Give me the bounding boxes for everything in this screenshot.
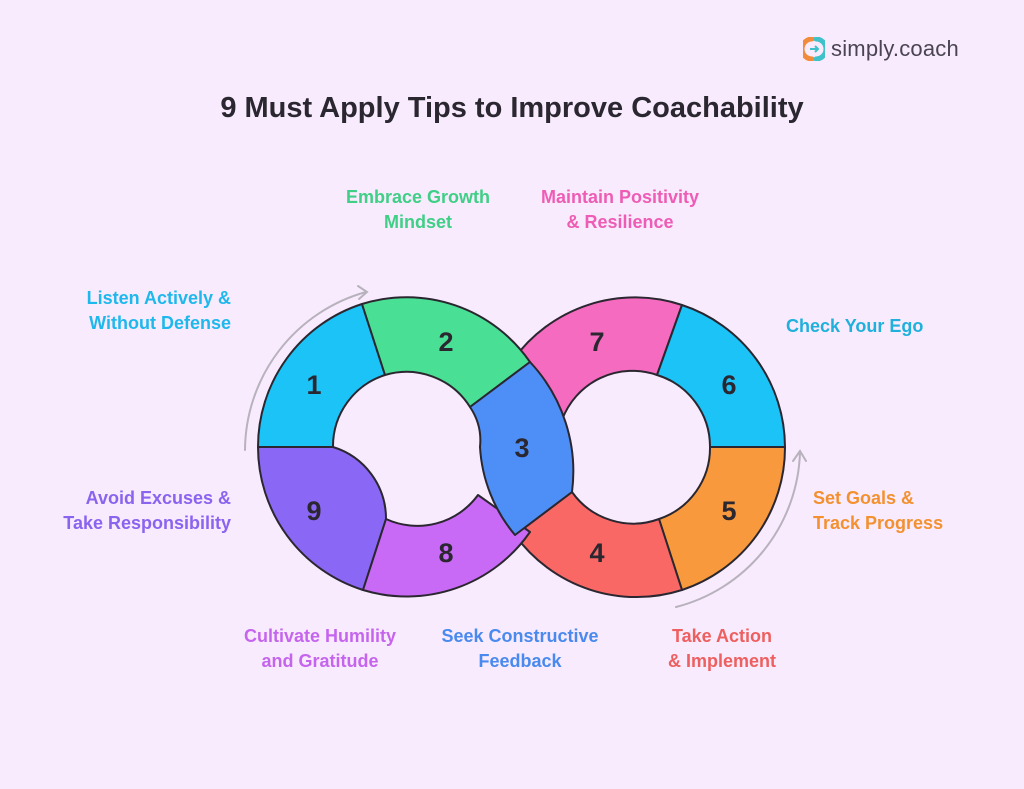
tip-label-6: Check Your Ego bbox=[786, 314, 986, 339]
segment-1 bbox=[256, 303, 386, 448]
tip-label-2: Embrace Growth Mindset bbox=[318, 185, 518, 235]
segment-4-number: 4 bbox=[589, 538, 604, 568]
segment-3-number: 3 bbox=[514, 433, 529, 463]
tip-label-4: Take Action & Implement bbox=[622, 624, 822, 674]
tip-8-line2: and Gratitude bbox=[261, 651, 379, 671]
tip-5-line2: Track Progress bbox=[813, 513, 944, 533]
tip-2-line2: Mindset bbox=[383, 212, 452, 232]
segment-9 bbox=[257, 446, 388, 591]
tip-5-line1: Set Goals & bbox=[813, 488, 915, 508]
page-title: 9 Must Apply Tips to Improve Coachabilit… bbox=[220, 92, 804, 124]
tip-9-line2: Take Responsibility bbox=[63, 513, 231, 533]
right-loop-arrow-head-icon bbox=[792, 449, 807, 462]
tip-label-1: Listen Actively & Without Defense bbox=[30, 286, 231, 336]
segment-1-number: 1 bbox=[306, 370, 321, 400]
segment-6-number: 6 bbox=[721, 370, 736, 400]
segment-5 bbox=[658, 446, 787, 591]
left-loop-arrow-head-icon bbox=[357, 285, 369, 300]
tip-label-8: Cultivate Humility and Gratitude bbox=[220, 624, 420, 674]
tip-4-line1: Take Action bbox=[671, 626, 773, 646]
tip-6-line1: Check Your Ego bbox=[786, 316, 924, 336]
tip-3-line2: Feedback bbox=[478, 651, 562, 671]
segment-8-number: 8 bbox=[438, 538, 453, 568]
left-loop-arrow-icon bbox=[244, 291, 367, 451]
segment-8 bbox=[362, 494, 531, 598]
tip-7-line1: Maintain Positivity bbox=[540, 187, 700, 207]
segment-2 bbox=[361, 296, 531, 408]
tip-8-line1: Cultivate Humility bbox=[243, 626, 397, 646]
tip-label-5: Set Goals & Track Progress bbox=[813, 486, 1013, 536]
tip-1-line2: Without Defense bbox=[89, 313, 231, 333]
tip-4-line2: & Implement bbox=[667, 651, 777, 671]
segment-5-number: 5 bbox=[721, 496, 736, 526]
segment-7-number: 7 bbox=[589, 327, 604, 357]
tip-3-line1: Seek Constructive bbox=[441, 626, 599, 646]
brand-name: simply.coach bbox=[831, 36, 959, 61]
tip-label-9: Avoid Excuses & Take Responsibility bbox=[20, 486, 231, 536]
segment-3 bbox=[469, 361, 575, 536]
tip-label-7: Maintain Positivity & Resilience bbox=[520, 185, 720, 235]
segment-2-number: 2 bbox=[438, 327, 453, 357]
brand-logo: simply.coach bbox=[803, 36, 959, 62]
tip-7-line2: & Resilience bbox=[566, 212, 674, 232]
tip-label-3: Seek Constructive Feedback bbox=[420, 624, 620, 674]
simply-coach-logo-icon bbox=[803, 37, 825, 61]
tip-1-line1: Listen Actively & bbox=[86, 288, 231, 308]
segment-9-number: 9 bbox=[306, 496, 321, 526]
tip-9-line1: Avoid Excuses & bbox=[85, 488, 231, 508]
right-loop-arrow-icon bbox=[675, 451, 801, 608]
tip-2-line1: Embrace Growth bbox=[345, 187, 491, 207]
segment-6 bbox=[656, 304, 786, 448]
